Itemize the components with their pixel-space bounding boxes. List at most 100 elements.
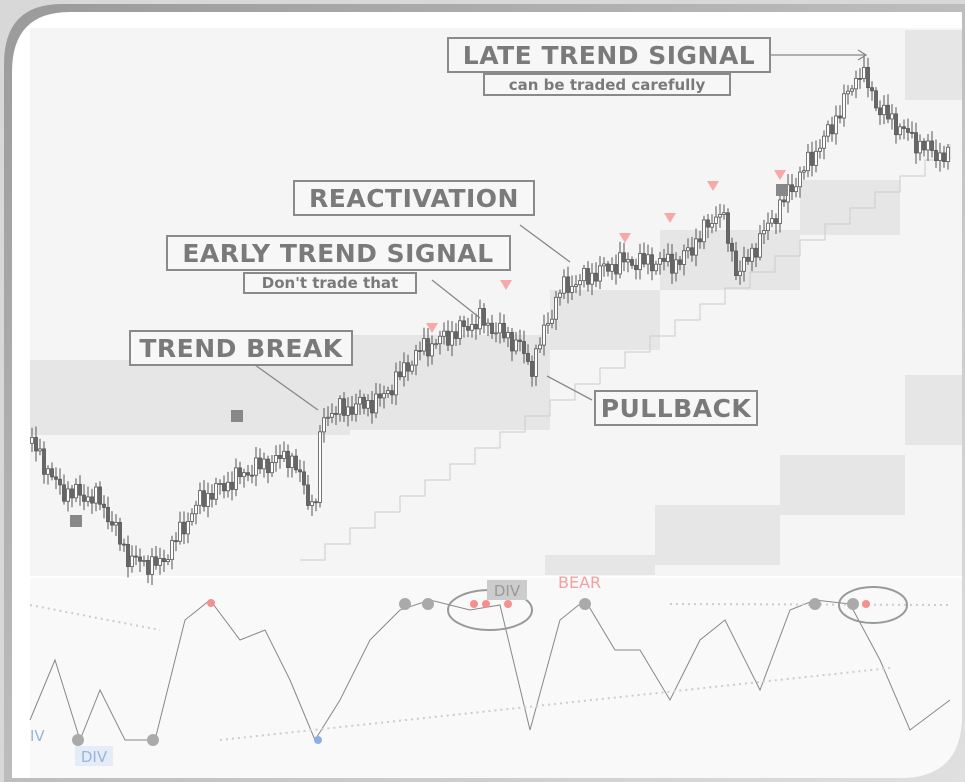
candle	[846, 90, 850, 95]
candle	[402, 362, 406, 378]
candle	[734, 250, 738, 277]
candle	[370, 400, 374, 414]
candle	[186, 521, 190, 535]
candle	[322, 417, 326, 433]
candle	[174, 540, 178, 543]
candle	[630, 259, 634, 266]
candle	[854, 78, 858, 90]
candle	[914, 132, 918, 154]
dot	[207, 599, 215, 607]
candle	[58, 478, 62, 486]
sell-marker	[426, 323, 438, 333]
candle	[446, 330, 450, 346]
osc-label: DIV	[494, 582, 521, 600]
dot	[314, 736, 322, 744]
candle	[330, 413, 334, 418]
candle	[342, 398, 346, 416]
candle	[826, 124, 830, 137]
candle	[534, 348, 538, 377]
osc-label: IV	[30, 727, 45, 745]
candle	[210, 493, 214, 500]
osc-dots	[219, 667, 891, 741]
dot	[470, 600, 478, 608]
candle	[514, 339, 518, 352]
candle	[274, 455, 278, 463]
candle	[378, 393, 382, 399]
band	[780, 455, 905, 515]
candle	[102, 503, 106, 508]
candle	[834, 115, 838, 135]
candle	[358, 396, 362, 405]
dot	[482, 600, 490, 608]
dot	[504, 600, 512, 608]
candle	[870, 87, 874, 92]
label-box	[293, 180, 535, 216]
arrow	[254, 364, 319, 411]
candle	[638, 253, 642, 270]
candle	[238, 467, 242, 478]
candle	[142, 559, 146, 562]
candle	[250, 474, 254, 477]
candle	[234, 467, 238, 490]
candle	[390, 390, 394, 396]
band	[905, 30, 962, 100]
candles	[30, 56, 950, 585]
candle	[94, 486, 98, 504]
div-box	[75, 746, 113, 766]
candle	[746, 256, 750, 262]
candle	[790, 184, 794, 193]
candle	[318, 431, 322, 503]
candle	[510, 332, 514, 352]
candle	[886, 104, 890, 120]
candle	[718, 214, 722, 218]
candle	[710, 223, 714, 228]
candle	[146, 559, 150, 575]
candle	[382, 393, 386, 399]
candle	[902, 126, 906, 129]
candle	[362, 396, 366, 409]
candle	[190, 513, 194, 522]
circle-mark	[838, 586, 908, 624]
candle	[498, 322, 502, 334]
candle	[758, 233, 762, 258]
candle	[118, 522, 122, 545]
candle	[414, 350, 418, 366]
dot	[862, 600, 870, 608]
arrow-head	[857, 49, 868, 61]
candle	[910, 131, 914, 134]
candle	[86, 496, 90, 502]
arrow	[431, 279, 481, 319]
candle	[42, 448, 46, 475]
candle	[898, 126, 902, 136]
candle	[30, 437, 34, 444]
candle	[774, 218, 778, 224]
candle	[574, 284, 578, 287]
candle	[926, 140, 930, 151]
candle	[722, 212, 726, 215]
candle	[282, 450, 286, 459]
osc-label: BEAR	[558, 573, 601, 592]
candle	[34, 437, 38, 452]
candle	[642, 253, 646, 265]
candle	[442, 330, 446, 337]
step-line	[300, 144, 951, 561]
candle	[82, 494, 86, 502]
candle	[218, 483, 222, 485]
candle	[666, 253, 670, 262]
candle	[286, 450, 290, 468]
candle	[530, 361, 534, 377]
candle	[754, 247, 758, 258]
annotation-title: EARLY TREND SIGNAL	[182, 239, 493, 268]
dot	[809, 598, 821, 610]
candle	[738, 270, 742, 277]
candle	[830, 124, 834, 135]
candle	[202, 490, 206, 507]
osc-label: DIV	[81, 748, 108, 766]
candle	[470, 324, 474, 331]
label-box	[447, 37, 771, 73]
sell-marker	[707, 181, 719, 191]
candle	[562, 276, 566, 294]
band	[30, 360, 350, 435]
candle	[262, 458, 266, 470]
square-marker	[776, 184, 788, 196]
